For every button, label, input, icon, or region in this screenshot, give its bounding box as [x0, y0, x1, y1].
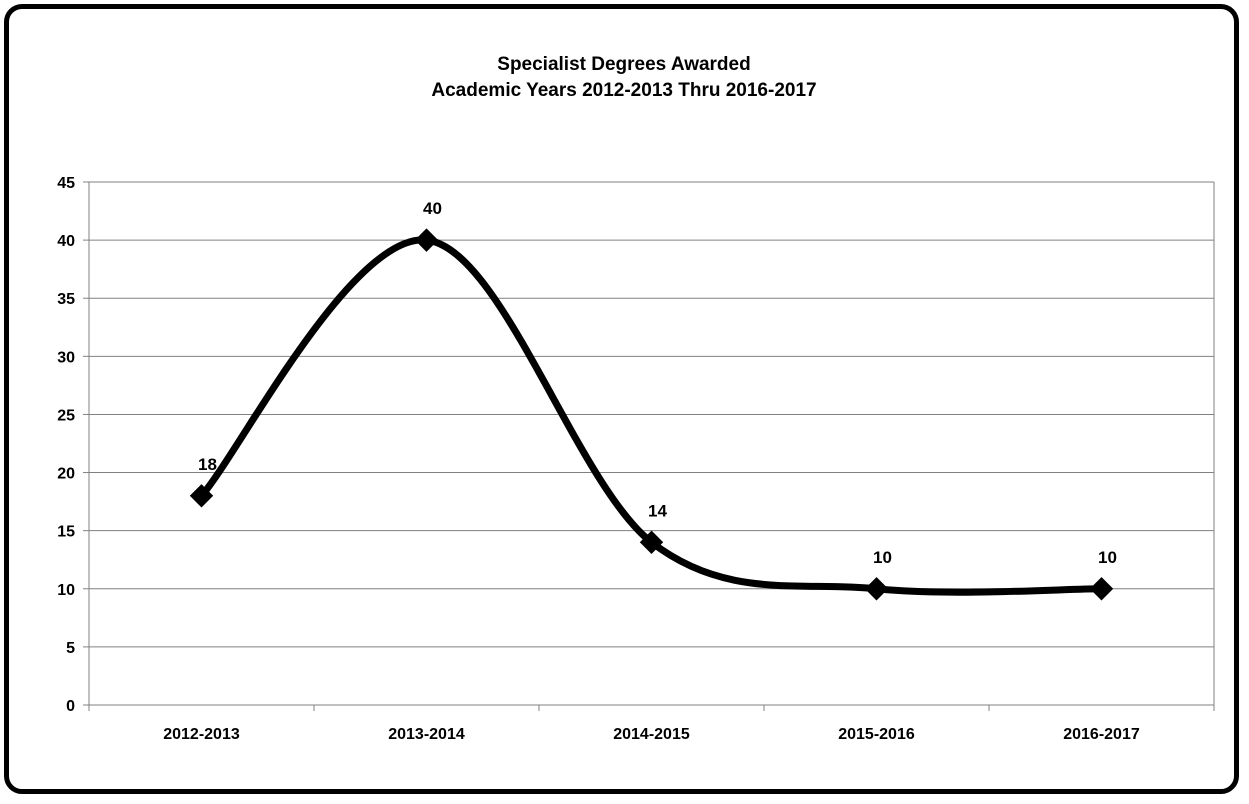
y-tick-label: 45 [57, 175, 75, 192]
y-tick-label: 20 [57, 466, 75, 483]
y-tick-label: 5 [66, 640, 75, 657]
data-point-marker [864, 577, 889, 601]
chart-frame [4, 4, 1239, 794]
y-tick-label: 10 [57, 582, 75, 599]
chart-title-line2: Academic Years 2012-2013 Thru 2016-2017 [431, 80, 816, 101]
y-tick-label: 0 [66, 698, 75, 715]
data-label: 40 [423, 199, 442, 218]
y-tick-label: 35 [57, 291, 75, 308]
x-tick-label: 2012-2013 [163, 726, 240, 743]
data-point-marker [639, 530, 664, 554]
data-point-marker [1089, 577, 1114, 601]
data-label: 10 [873, 548, 892, 567]
x-tick-label: 2014-2015 [613, 726, 690, 743]
chart-title-line1: Specialist Degrees Awarded [497, 54, 750, 75]
data-label: 10 [1098, 548, 1117, 567]
y-tick-label: 25 [57, 407, 75, 424]
x-tick-label: 2013-2014 [388, 726, 465, 743]
y-tick-label: 30 [57, 349, 75, 366]
x-tick-label: 2015-2016 [838, 726, 915, 743]
plot-area: 0 5 10 15 20 25 30 35 40 45 2012-2013 2013-2014 2014… [57, 175, 1215, 743]
x-tick-label: 2016-2017 [1063, 726, 1140, 743]
y-tick-label: 15 [57, 524, 75, 541]
data-label: 18 [198, 455, 217, 474]
data-label: 14 [648, 501, 667, 520]
data-point-marker [189, 484, 214, 508]
y-tick-label: 40 [57, 233, 75, 250]
series-line [198, 236, 1105, 596]
data-point-marker [414, 228, 439, 252]
